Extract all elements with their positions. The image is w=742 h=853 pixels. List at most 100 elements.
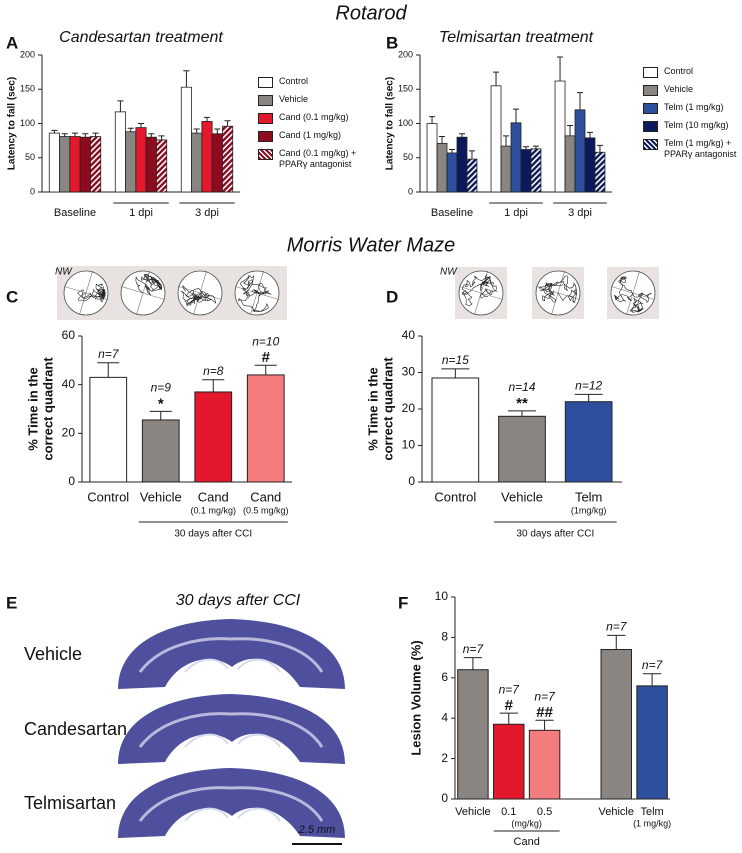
y-tick-label: 20 (62, 426, 76, 440)
sample-size: n=7 (606, 620, 628, 634)
y-tick-label: 150 (398, 84, 413, 94)
error-bar (429, 116, 436, 124)
error-bar (522, 146, 529, 150)
y-axis-label: % Time in the (365, 367, 380, 451)
error-bar (463, 657, 483, 670)
sample-size: n=7 (534, 689, 556, 703)
error-bar (567, 125, 574, 136)
sample-size: n=15 (442, 353, 469, 367)
hippocampus (184, 807, 281, 822)
x-tick-label: 0.1 (501, 806, 516, 818)
maze-trace (539, 275, 578, 303)
error-bar (449, 149, 455, 153)
bar (446, 152, 458, 193)
hippocampus (184, 658, 281, 673)
error-bar (71, 132, 79, 137)
bar (180, 86, 192, 193)
image-label: Telmisartan (24, 793, 116, 813)
error-bar (574, 393, 603, 402)
error-bar (158, 135, 165, 140)
legend-item: Vehicle (643, 84, 739, 96)
bar (114, 111, 126, 193)
section-title: Morris Water Maze (287, 234, 456, 256)
error-bar (127, 127, 134, 132)
y-tick-label: 4 (441, 710, 448, 724)
bar (530, 148, 542, 193)
error-bar (499, 712, 518, 725)
error-bar (468, 150, 475, 160)
bar (520, 149, 532, 193)
x-tick-label: Baseline (431, 207, 473, 219)
y-axis-label: correct quadrant (380, 357, 395, 461)
bar (79, 136, 91, 193)
sample-size: n=7 (98, 347, 120, 361)
error-bar (193, 128, 200, 134)
maze-trace (77, 283, 106, 303)
group-unit: (mg/kg) (511, 818, 542, 828)
y-axis-label: % Time in the (25, 367, 40, 451)
y-tick-label: 10 (402, 438, 416, 452)
bar (554, 80, 566, 193)
legend-item: Telm (1 mg/kg) (643, 102, 739, 114)
sample-size: n=10 (252, 334, 279, 348)
bar (222, 125, 234, 193)
brain-section (118, 619, 345, 689)
legend-swatch (258, 77, 273, 88)
y-tick-label: 6 (441, 670, 448, 684)
panel-letter: A (6, 33, 18, 52)
legend-swatch (258, 113, 273, 124)
error-bar (203, 116, 211, 122)
image-label: Candesartan (24, 719, 127, 739)
bar (564, 135, 576, 193)
error-bar (458, 133, 465, 138)
error-bar (82, 133, 89, 138)
error-bar (532, 145, 539, 149)
error-bar (607, 634, 626, 650)
x-tick-label: Cand (250, 489, 281, 504)
x-tick-label: 3 dpi (568, 207, 592, 219)
sample-size: n=7 (463, 642, 485, 656)
sample-size: n=7 (642, 658, 664, 672)
bar (594, 151, 606, 193)
legend-label: Control (664, 66, 694, 76)
bar (145, 136, 157, 193)
x-tick-label: Telm (640, 806, 663, 818)
bar (493, 723, 525, 800)
bar (194, 391, 233, 483)
y-axis-label: correct quadrant (40, 357, 55, 461)
error-bar (92, 132, 99, 137)
x-tick-label: Telm (575, 489, 602, 504)
x-tick-label: Vehicle (501, 489, 543, 504)
error-bar (148, 133, 155, 138)
significance-mark: ** (516, 395, 528, 412)
legend-label: Telm (1 mg/kg) + PPARγ antagonist (664, 138, 737, 159)
legend-swatch (258, 149, 273, 160)
legend-label: Cand (0.1 mg/kg) + PPARγ antagonist (279, 148, 357, 169)
bar (59, 136, 71, 193)
x-tick-sublabel: (0.5 mg/kg) (243, 505, 289, 515)
bar (90, 136, 102, 193)
error-bar (117, 100, 124, 112)
y-tick-label: 8 (441, 630, 448, 644)
legend-label: Telm (10 mg/kg) (664, 120, 729, 130)
panel-letter: B (386, 33, 398, 52)
panel-title: 30 days after CCI (176, 592, 301, 609)
y-tick-label: 60 (62, 328, 76, 342)
brain-section (118, 768, 345, 838)
y-axis-label: Latency to fall (sec) (385, 77, 396, 170)
group-label: 30 days after CCI (516, 529, 594, 540)
x-tick-label: 3 dpi (195, 207, 219, 219)
error-bar (61, 133, 68, 137)
error-bar (214, 128, 221, 134)
bar (191, 132, 203, 193)
legend-item: Control (643, 66, 739, 78)
bar (246, 374, 285, 483)
error-bar (439, 136, 446, 144)
sample-size: n=14 (508, 380, 535, 394)
image-label: Vehicle (24, 644, 82, 664)
sample-size: n=9 (151, 381, 172, 395)
y-axis-label: Lesion Volume (%) (408, 640, 423, 755)
bar (528, 729, 561, 800)
y-tick-label: 0 (68, 474, 75, 488)
